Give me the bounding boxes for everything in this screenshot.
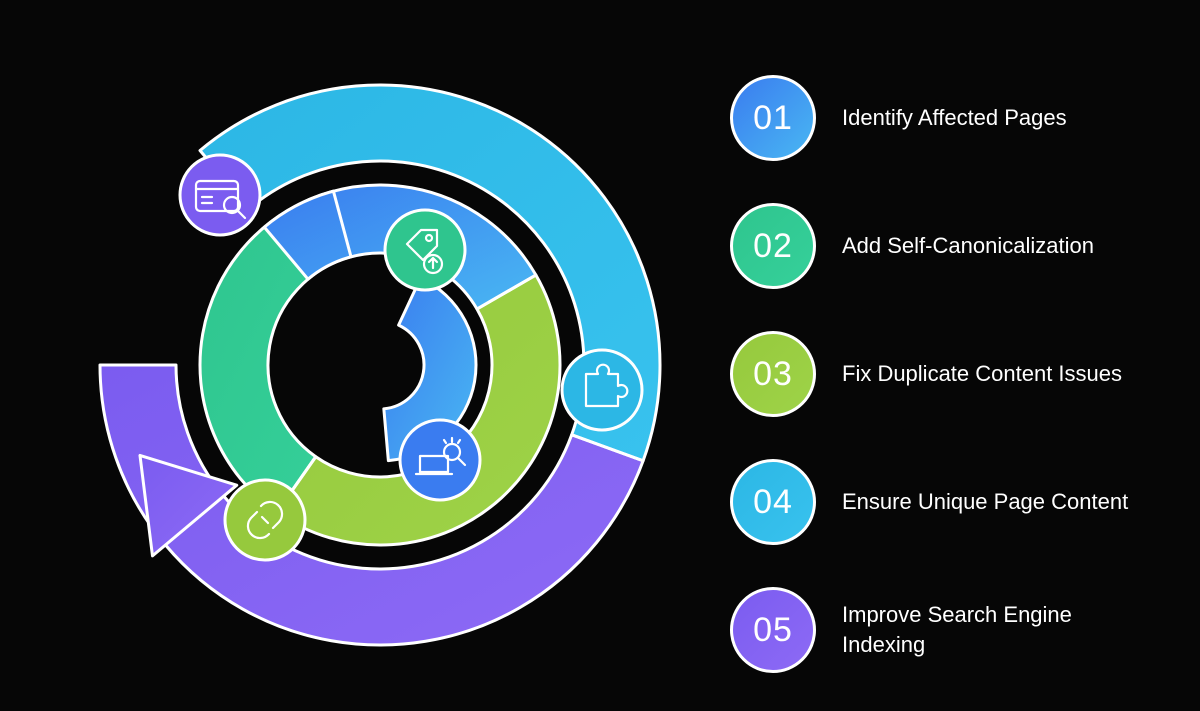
label-04: Ensure Unique Page Content [842,487,1128,517]
browser-search-icon [180,155,260,235]
badge-01: 01 [730,75,816,161]
label-03: Fix Duplicate Content Issues [842,359,1122,389]
legend-row-01: 01 Identify Affected Pages [730,75,1150,161]
label-05: Improve Search Engine Indexing [842,600,1132,659]
legend-row-04: 04 Ensure Unique Page Content [730,459,1150,545]
legend: 01 Identify Affected Pages 02 Add Self-C… [730,75,1150,673]
badge-02: 02 [730,203,816,289]
badge-05: 05 [730,587,816,673]
legend-row-02: 02 Add Self-Canonicalization [730,203,1150,289]
badge-03: 03 [730,331,816,417]
puzzle-icon [562,350,642,430]
spiral-diagram [20,20,740,710]
label-02: Add Self-Canonicalization [842,231,1094,261]
tag-upload-icon [385,210,465,290]
laptop-search-icon [400,420,480,500]
legend-row-05: 05 Improve Search Engine Indexing [730,587,1150,673]
legend-row-03: 03 Fix Duplicate Content Issues [730,331,1150,417]
badge-04: 04 [730,459,816,545]
label-01: Identify Affected Pages [842,103,1067,133]
link-broken-icon [225,480,305,560]
